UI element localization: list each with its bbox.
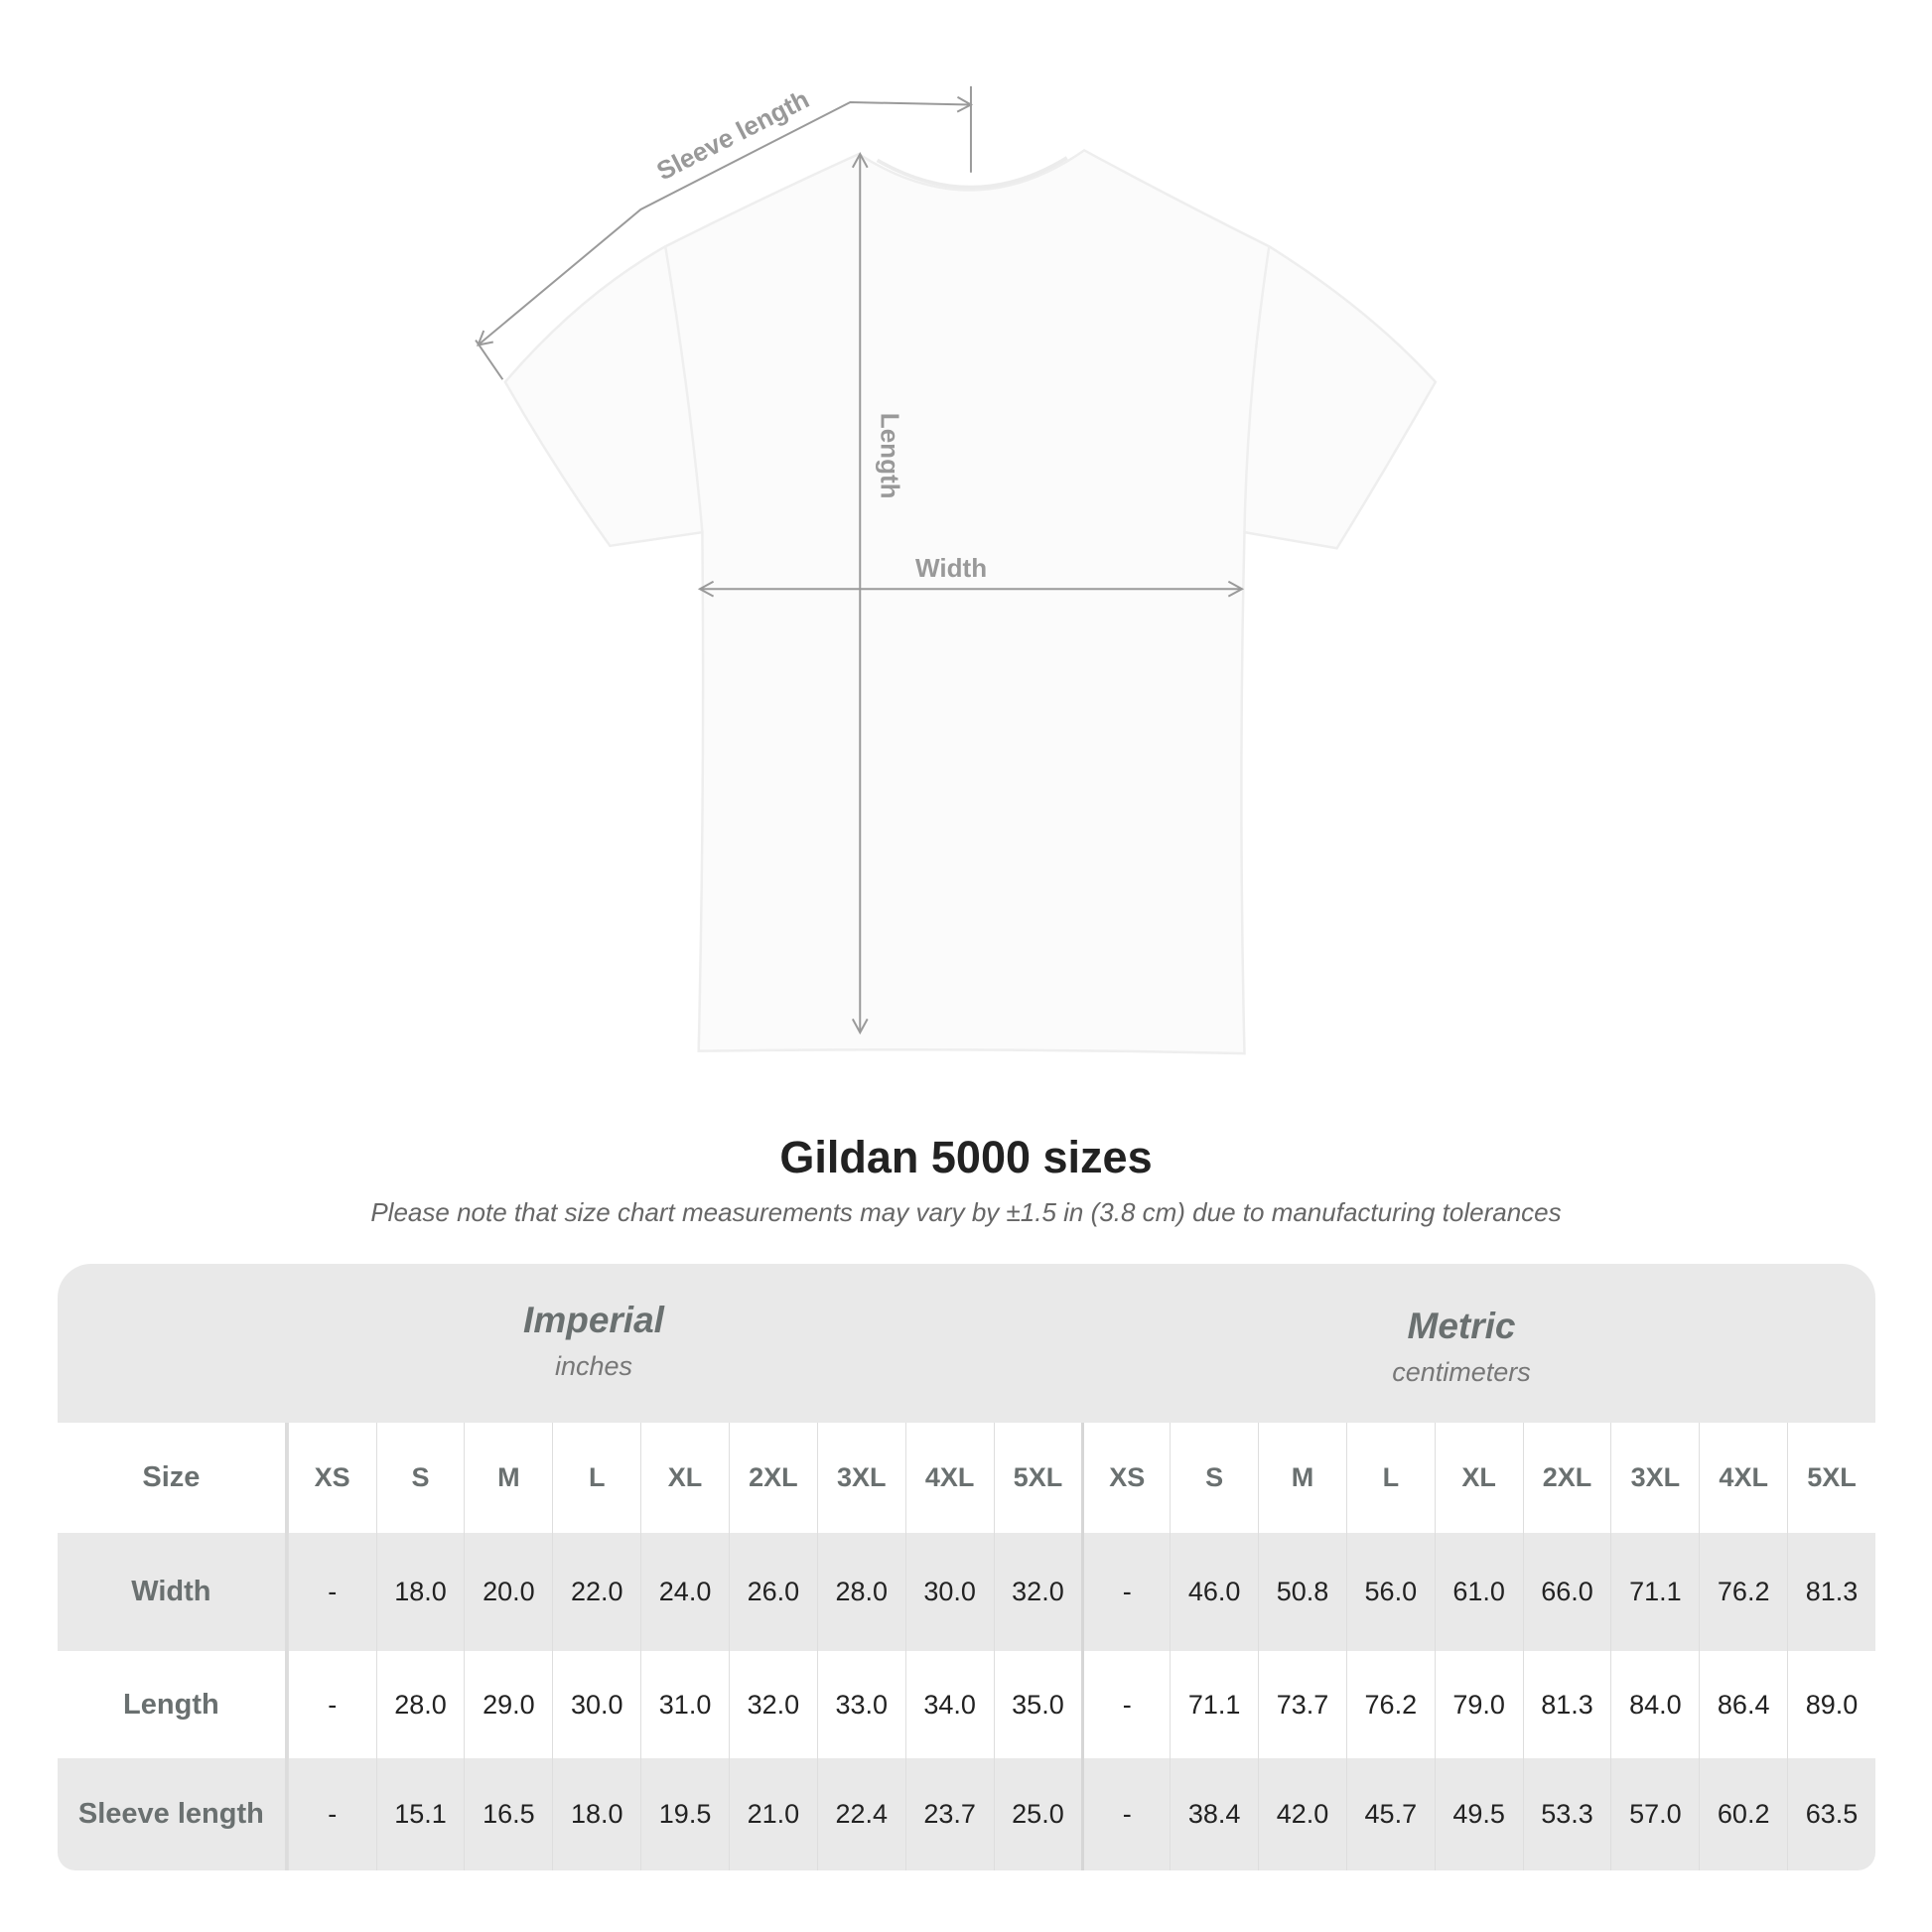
table-group-header: Imperial inches Metric centimeters	[58, 1264, 1875, 1423]
metric-value-cell: 61.0	[1434, 1533, 1523, 1651]
metric-value-cell: 81.3	[1787, 1533, 1875, 1651]
metric-size-header: 2XL	[1522, 1423, 1611, 1533]
metric-value-cell: 66.0	[1522, 1533, 1611, 1651]
table-row: Width -18.0 20.0 22.0 24.0 26.0 28.0 30.0 32.0-4…	[58, 1533, 1875, 1651]
metric-value-cell: -	[1081, 1758, 1170, 1870]
imperial-value-cell: 26.0	[728, 1533, 817, 1651]
metric-value-cell: 56.0	[1345, 1533, 1435, 1651]
imperial-value-cell: 30.0	[904, 1533, 994, 1651]
imperial-group: Imperial inches	[246, 1300, 941, 1382]
imperial-value-cell: 22.4	[816, 1758, 905, 1870]
row-label: Width	[58, 1533, 288, 1651]
metric-title: Metric	[1407, 1306, 1516, 1346]
imperial-value-cell: 16.5	[464, 1758, 552, 1870]
imperial-value-cell: 32.0	[993, 1533, 1082, 1651]
imperial-value-cell: 25.0	[993, 1758, 1082, 1870]
metric-value-cell: 71.1	[1610, 1533, 1699, 1651]
row-label: Sleeve length	[58, 1758, 288, 1870]
imperial-size-header: XL	[640, 1423, 729, 1533]
width-label: Width	[915, 553, 987, 583]
imperial-value-cell: 15.1	[375, 1758, 465, 1870]
row-label: Length	[58, 1651, 288, 1758]
metric-value-cell: 73.7	[1258, 1651, 1346, 1758]
metric-size-header: M	[1258, 1423, 1346, 1533]
metric-value-cell: 60.2	[1699, 1758, 1787, 1870]
imperial-size-header: M	[464, 1423, 552, 1533]
metric-value-cell: 79.0	[1434, 1651, 1523, 1758]
table-row: Length -28.0 29.0 30.0 31.0 32.0 33.0 34.0 35.0-…	[58, 1651, 1875, 1758]
size-chart-table: Imperial inches Metric centimeters Size X…	[58, 1264, 1875, 1870]
tshirt-shape	[503, 148, 1438, 1055]
imperial-value-cell: -	[287, 1533, 376, 1651]
table-row: Sleeve length -15.1 16.5 18.0 19.5 21.0 22.4 23…	[58, 1758, 1875, 1870]
imperial-size-header: 5XL	[993, 1423, 1082, 1533]
imperial-size-header: L	[552, 1423, 640, 1533]
metric-value-cell: 86.4	[1699, 1651, 1787, 1758]
imperial-value-cell: 31.0	[640, 1651, 729, 1758]
sleeve-length-measure	[475, 85, 974, 380]
imperial-value-cell: 34.0	[904, 1651, 994, 1758]
metric-value-cell: 57.0	[1610, 1758, 1699, 1870]
metric-size-header: L	[1345, 1423, 1435, 1533]
imperial-value-cell: 18.0	[552, 1758, 640, 1870]
tolerance-note: Please note that size chart measurements…	[370, 1197, 1562, 1227]
sleeve-length-label: Sleeve length	[651, 83, 813, 186]
metric-value-cell: 46.0	[1170, 1533, 1258, 1651]
imperial-value-cell: 21.0	[728, 1758, 817, 1870]
metric-value-cell: 50.8	[1258, 1533, 1346, 1651]
imperial-unit: inches	[554, 1351, 633, 1381]
metric-value-cell: 84.0	[1610, 1651, 1699, 1758]
metric-value-cell: 42.0	[1258, 1758, 1346, 1870]
metric-value-cell: -	[1081, 1533, 1170, 1651]
metric-value-cell: -	[1081, 1651, 1170, 1758]
size-header-row: Size XS S M L XL 2XL 3XL 4XL 5XL XS S M L XL 2XL 3XL 4XL 5…	[58, 1423, 1875, 1533]
metric-unit: centimeters	[1392, 1357, 1531, 1387]
imperial-value-cell: 28.0	[816, 1533, 905, 1651]
metric-size-header: S	[1170, 1423, 1258, 1533]
metric-value-cell: 53.3	[1522, 1758, 1611, 1870]
metric-size-header: XS	[1081, 1423, 1170, 1533]
imperial-value-cell: 28.0	[375, 1651, 465, 1758]
imperial-value-cell: 20.0	[464, 1533, 552, 1651]
metric-value-cell: 38.4	[1170, 1758, 1258, 1870]
imperial-size-header: 4XL	[904, 1423, 994, 1533]
imperial-size-header: S	[375, 1423, 465, 1533]
imperial-value-cell: 23.7	[904, 1758, 994, 1870]
imperial-title: Imperial	[523, 1300, 664, 1340]
size-header-label: Size	[58, 1423, 288, 1533]
metric-value-cell: 76.2	[1699, 1533, 1787, 1651]
metric-size-header: 3XL	[1610, 1423, 1699, 1533]
metric-group: Metric centimeters	[1114, 1306, 1809, 1388]
metric-value-cell: 49.5	[1434, 1758, 1523, 1870]
imperial-value-cell: 18.0	[375, 1533, 465, 1651]
metric-value-cell: 76.2	[1345, 1651, 1435, 1758]
metric-size-header: 5XL	[1787, 1423, 1875, 1533]
imperial-value-cell: 32.0	[728, 1651, 817, 1758]
metric-size-header: XL	[1434, 1423, 1523, 1533]
imperial-size-header: 2XL	[728, 1423, 817, 1533]
metric-value-cell: 81.3	[1522, 1651, 1611, 1758]
page-title: Gildan 5000 sizes	[779, 1132, 1153, 1182]
metric-value-cell: 63.5	[1787, 1758, 1875, 1870]
length-label: Length	[875, 413, 904, 499]
metric-value-cell: 71.1	[1170, 1651, 1258, 1758]
metric-size-header: 4XL	[1699, 1423, 1787, 1533]
imperial-value-cell: -	[287, 1651, 376, 1758]
imperial-value-cell: 19.5	[640, 1758, 729, 1870]
imperial-value-cell: 24.0	[640, 1533, 729, 1651]
imperial-value-cell: -	[287, 1758, 376, 1870]
imperial-value-cell: 35.0	[993, 1651, 1082, 1758]
tshirt-diagram: Sleeve length Length Width	[475, 83, 1438, 1055]
imperial-value-cell: 22.0	[552, 1533, 640, 1651]
imperial-size-header: 3XL	[816, 1423, 905, 1533]
imperial-value-cell: 33.0	[816, 1651, 905, 1758]
metric-value-cell: 89.0	[1787, 1651, 1875, 1758]
imperial-value-cell: 29.0	[464, 1651, 552, 1758]
imperial-size-header: XS	[287, 1423, 376, 1533]
metric-value-cell: 45.7	[1345, 1758, 1435, 1870]
imperial-value-cell: 30.0	[552, 1651, 640, 1758]
